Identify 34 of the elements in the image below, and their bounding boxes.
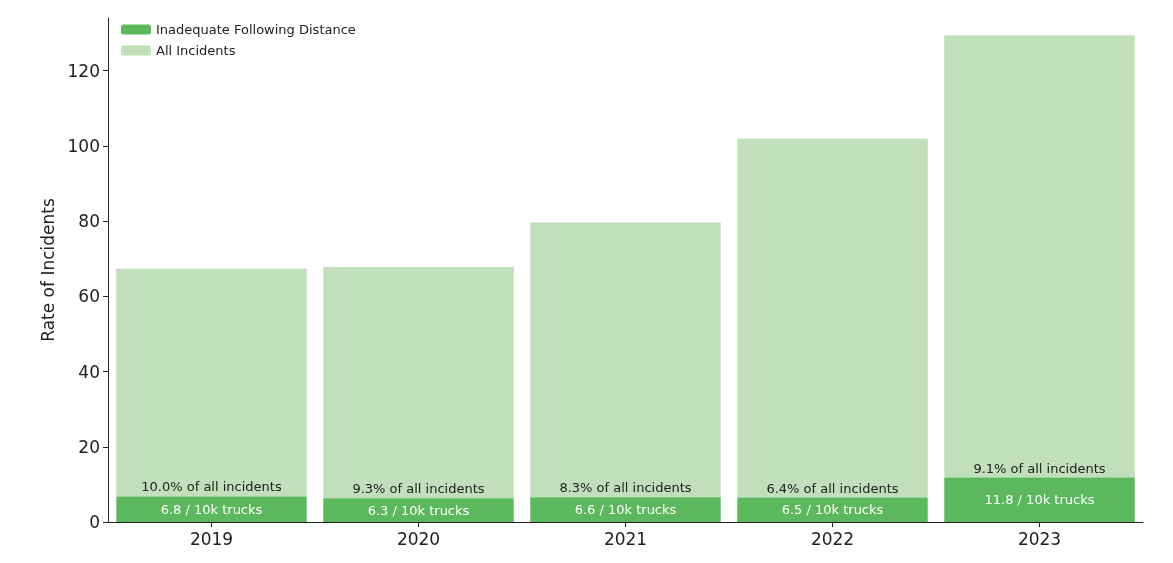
bar [116, 268, 307, 497]
y-tick-label: 120 [67, 60, 100, 81]
annotation: 9.3% of all incidents [352, 481, 485, 497]
y-tick-label: 0 [89, 512, 100, 532]
bar [944, 35, 1135, 478]
bar [323, 266, 514, 499]
bar [944, 477, 1135, 522]
data-label: 6.5 / 10k trucks [781, 502, 884, 518]
x-tick-label: 2022 [810, 528, 855, 549]
x-tick-label: 2019 [189, 528, 234, 549]
data-label: 11.8 / 10k trucks [984, 492, 1095, 508]
annotation: 8.3% of all incidents [559, 480, 692, 496]
annotation: 10.0% of all incidents [141, 479, 282, 495]
y-tick-label: 80 [78, 211, 100, 232]
data-label: 6.8 / 10k trucks [160, 501, 263, 517]
y-tick-label: 20 [78, 436, 100, 457]
bar [530, 222, 721, 498]
x-tick-label: 2023 [1017, 528, 1062, 549]
bar [116, 496, 307, 522]
bar [530, 497, 721, 522]
y-tick-label: 40 [78, 361, 100, 382]
annotation: 6.4% of all incidents [766, 480, 899, 496]
legend-label: Inadequate Following Distance [156, 22, 356, 37]
legend-label: All Incidents [156, 43, 236, 58]
annotation: 9.1% of all incidents [973, 460, 1106, 476]
y-tick-label: 60 [78, 286, 100, 307]
x-tick-label: 2021 [603, 528, 648, 549]
data-label: 6.6 / 10k trucks [574, 502, 677, 518]
bar [737, 138, 928, 498]
x-tick-label: 2020 [396, 528, 441, 549]
y-axis-title: Rate of Incidents [37, 198, 58, 342]
bar [323, 498, 514, 522]
data-label: 6.3 / 10k trucks [367, 502, 470, 518]
y-tick-label: 100 [67, 135, 100, 156]
